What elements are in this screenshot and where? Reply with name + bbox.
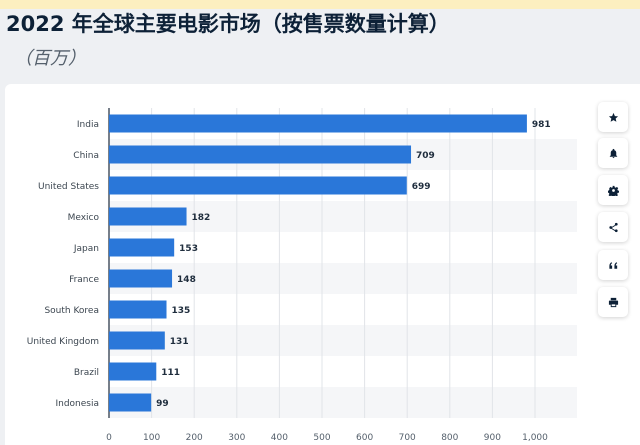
page-title: 2022 年全球主要电影市场（按售票数量计算） xyxy=(6,12,450,36)
bar xyxy=(109,362,157,381)
x-tick-label: 300 xyxy=(228,433,245,443)
category-label: India xyxy=(77,120,99,130)
bar xyxy=(109,207,187,226)
bar xyxy=(109,300,167,319)
x-tick-label: 600 xyxy=(356,433,373,443)
category-label: China xyxy=(73,151,99,161)
value-label: 182 xyxy=(192,213,211,223)
favorite-button[interactable] xyxy=(598,102,628,132)
bar-chart: 0 100 200 300 400 500 600 700 800 900 1,000 India 98… xyxy=(27,108,577,443)
value-label: 981 xyxy=(532,120,551,130)
bell-icon xyxy=(609,148,617,158)
x-tick-label: 0 xyxy=(106,433,112,443)
category-label: Mexico xyxy=(68,213,100,223)
value-label: 131 xyxy=(170,337,189,347)
gear-icon xyxy=(607,185,619,196)
x-tick-label: 800 xyxy=(441,433,458,443)
category-label: Brazil xyxy=(74,368,99,378)
category-label: United Kingdom xyxy=(27,337,99,347)
category-label: South Korea xyxy=(44,306,99,316)
bar xyxy=(109,176,407,195)
value-label: 99 xyxy=(156,399,169,409)
notification-button[interactable] xyxy=(598,138,628,168)
x-tick-label: 500 xyxy=(313,433,330,443)
quote-icon xyxy=(608,261,617,269)
page-subtitle: （百万） xyxy=(14,48,86,69)
value-label: 699 xyxy=(412,182,431,192)
print-button[interactable] xyxy=(598,287,628,317)
chart-card: 0 100 200 300 400 500 600 700 800 900 1,000 India 98… xyxy=(5,84,640,445)
star-icon xyxy=(608,112,618,122)
row-band xyxy=(109,387,577,418)
row-band xyxy=(109,325,577,356)
row-band xyxy=(109,201,577,232)
x-tick-label: 400 xyxy=(271,433,288,443)
value-label: 135 xyxy=(172,306,191,316)
bar xyxy=(109,238,175,257)
x-tick-label: 200 xyxy=(186,433,203,443)
category-label: Japan xyxy=(73,244,99,254)
bar xyxy=(109,269,173,288)
settings-button[interactable] xyxy=(598,175,628,205)
category-label: United States xyxy=(38,182,99,192)
row-band xyxy=(109,263,577,294)
top-accent-bar xyxy=(0,0,640,9)
x-tick-label: 900 xyxy=(484,433,501,443)
category-label: Indonesia xyxy=(55,399,99,409)
bar xyxy=(109,145,412,164)
value-label: 153 xyxy=(179,244,198,254)
share-icon xyxy=(608,222,618,232)
x-tick-label: 100 xyxy=(143,433,160,443)
value-label: 111 xyxy=(161,368,180,378)
x-tick-label: 1,000 xyxy=(522,433,548,443)
bar xyxy=(109,393,152,412)
cite-button[interactable] xyxy=(598,250,628,280)
bar xyxy=(109,331,165,350)
value-label: 709 xyxy=(416,151,435,161)
category-label: France xyxy=(69,275,99,285)
share-button[interactable] xyxy=(598,212,628,242)
value-label: 148 xyxy=(177,275,196,285)
print-icon xyxy=(608,297,618,307)
bar xyxy=(109,114,527,133)
x-tick-label: 700 xyxy=(399,433,416,443)
